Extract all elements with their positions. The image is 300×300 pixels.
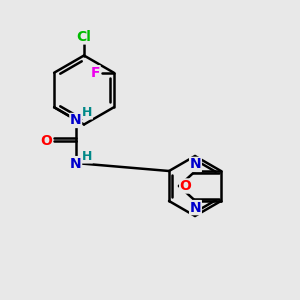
Text: Cl: Cl [76,30,92,44]
Text: H: H [82,150,92,163]
Text: N: N [190,201,201,214]
Text: N: N [70,113,82,128]
Text: F: F [91,66,100,80]
Text: H: H [82,106,92,119]
Text: O: O [180,179,191,193]
Text: N: N [190,158,201,171]
Text: N: N [70,157,82,171]
Text: O: O [40,134,52,148]
